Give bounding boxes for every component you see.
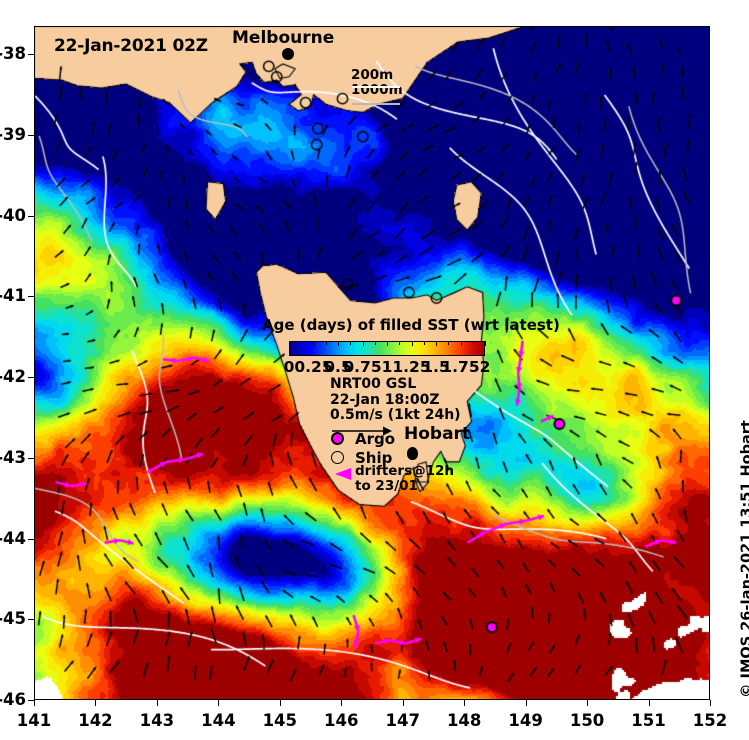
x-tick-label: 147: [385, 711, 420, 730]
legend-label-drifters-line2: to 23/01: [355, 478, 418, 494]
x-tick: [156, 700, 158, 706]
y-tick-label: -40: [0, 205, 26, 225]
colorbar-minor-tick: [313, 341, 315, 345]
x-tick: [402, 700, 404, 706]
overlay-vectors-contours-markers: [34, 26, 710, 700]
x-tick-label: 151: [631, 711, 666, 730]
x-tick: [525, 700, 527, 706]
colorbar-minor-tick: [448, 341, 450, 345]
x-tick-label: 150: [569, 711, 605, 730]
legend-label-ship: Ship: [355, 449, 393, 467]
x-tick-label: 144: [201, 711, 236, 730]
x-tick-label: 141: [16, 711, 52, 730]
y-tick-label: -46: [0, 690, 26, 709]
y-tick-label: -39: [0, 124, 26, 144]
y-tick: [28, 700, 34, 701]
colorbar-minor-tick: [485, 341, 487, 345]
x-tick-label: 146: [324, 711, 359, 730]
drifter-arrow-icon: [335, 468, 351, 480]
ship-marker-icon: [331, 451, 344, 464]
bathymetry-swatch-200m: [352, 86, 400, 88]
y-tick-label: -44: [0, 528, 26, 548]
city-marker-hobart: [407, 447, 418, 460]
x-tick: [648, 700, 650, 706]
x-tick: [218, 700, 220, 706]
map-plot-area: [34, 26, 710, 700]
legend-label-drifters-line1: drifters@12h: [355, 463, 455, 479]
colorbar-tick-label: 1.5: [422, 358, 450, 376]
colorbar-minor-tick: [472, 341, 474, 345]
bathymetry-swatch-1000m: [352, 103, 400, 105]
date-stamp: 22-Jan-2021 02Z: [54, 36, 208, 56]
x-tick: [95, 700, 97, 706]
y-tick: [28, 296, 34, 298]
colorbar-minor-tick: [387, 341, 389, 345]
colorbar-tick-label: 2: [479, 358, 491, 376]
x-tick: [710, 700, 711, 706]
y-tick: [28, 54, 34, 56]
y-tick: [28, 377, 34, 379]
bathymetry-label-200m: 200m: [351, 67, 394, 83]
credit-text: © IMOS 26-Jan-2021 13:51 Hobart: [739, 420, 749, 698]
colorbar-tick-label: 0.25: [294, 358, 333, 376]
x-tick-label: 149: [508, 711, 543, 730]
colorbar-minor-tick: [350, 341, 352, 345]
city-marker-melbourne: [282, 48, 294, 60]
y-tick: [28, 215, 34, 217]
colorbar-minor-tick: [301, 341, 303, 345]
x-tick-label: 142: [78, 711, 113, 730]
colorbar-minor-tick: [362, 341, 364, 345]
colorbar-minor-tick: [289, 341, 291, 345]
y-tick-label: -42: [0, 367, 26, 387]
argo-marker-icon: [331, 432, 344, 445]
colorbar-tick-label: 1: [381, 358, 393, 376]
y-tick: [28, 538, 34, 540]
city-label-hobart: Hobart: [404, 424, 471, 444]
x-tick: [34, 700, 35, 706]
y-tick: [28, 134, 34, 136]
vector-scale-arrow-icon: [332, 426, 392, 436]
x-tick-label: 148: [446, 711, 482, 730]
x-tick: [587, 700, 589, 706]
x-tick-label: 143: [139, 711, 175, 730]
legend-label-drifters: drifters@12h to 23/01: [355, 464, 454, 494]
y-tick-label: -41: [0, 286, 26, 306]
bathymetry-key: 200m 1000m: [351, 68, 403, 98]
colorbar-tick-label: 0: [283, 358, 295, 376]
x-tick-label: 145: [262, 711, 298, 730]
x-tick: [279, 700, 281, 706]
legend-label-argo: Argo: [355, 430, 396, 448]
colorbar-tick-label: 0.5: [324, 358, 352, 376]
legend-valid-time: 22-Jan 18:00Z: [330, 391, 440, 408]
city-label-melbourne: Melbourne: [232, 28, 335, 48]
colorbar-minor-tick: [399, 341, 401, 345]
x-tick-label: 152: [692, 711, 728, 730]
x-tick: [341, 700, 343, 706]
colorbar-minor-tick: [374, 341, 376, 345]
colorbar-tick-labels: 0 0.25 0.5 0.75 1 1.25 1.5 1.75 2: [282, 358, 498, 378]
colorbar-tick-label: 0.75: [343, 358, 382, 376]
y-tick: [28, 619, 34, 621]
colorbar-minor-tick: [325, 341, 327, 345]
colorbar-minor-tick: [460, 341, 462, 345]
y-tick-label: -38: [0, 44, 26, 64]
legend-model-name: NRT00 GSL: [330, 376, 417, 392]
x-tick: [464, 700, 466, 706]
legend-text-block: NRT00 GSL 22-Jan 18:00Z 0.5m/s (1kt 24h): [330, 376, 461, 424]
colorbar-minor-tick: [338, 341, 340, 345]
legend-vector-scale: 0.5m/s (1kt 24h): [330, 407, 461, 424]
credit-attribution: © IMOS 26-Jan-2021 13:51 Hobart: [721, 0, 749, 740]
y-tick-label: -43: [0, 447, 26, 467]
colorbar-minor-tick: [423, 341, 425, 345]
colorbar-minor-tick: [411, 341, 413, 345]
y-tick: [28, 457, 34, 459]
y-tick-label: -45: [0, 609, 26, 629]
colorbar-minor-tick: [436, 341, 438, 345]
colorbar-tick-label: 1.75: [441, 358, 480, 376]
colorbar-tick-label: 1.25: [392, 358, 431, 376]
colorbar-title: Age (days) of filled SST (wrt latest): [262, 316, 560, 334]
